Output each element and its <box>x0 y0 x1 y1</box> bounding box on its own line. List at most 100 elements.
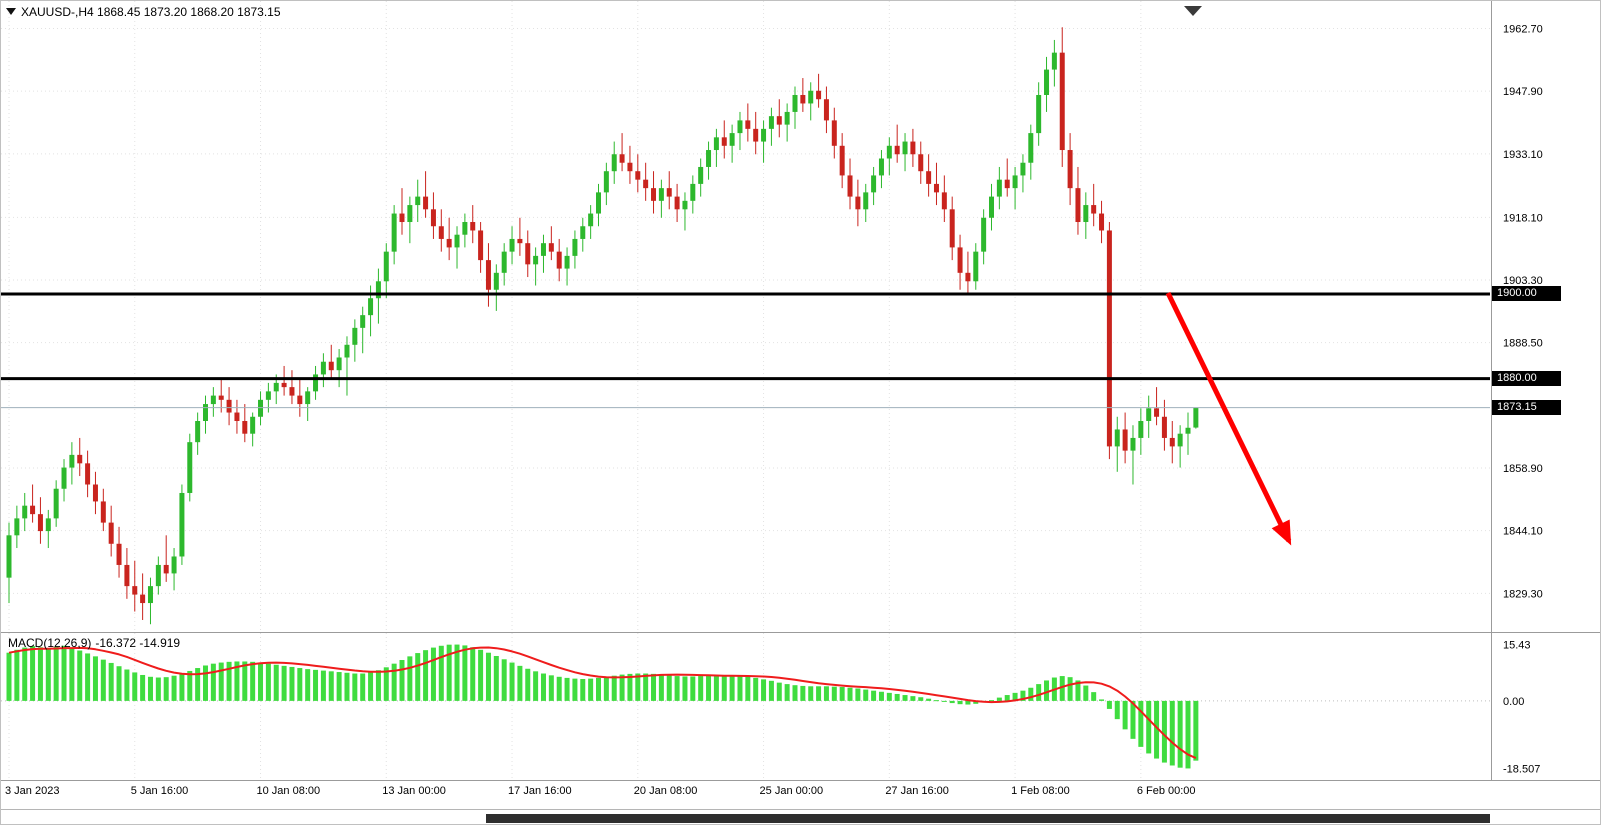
macd-histogram-bar <box>375 670 381 701</box>
hline-price-tag-1880[interactable]: 1880.00 <box>1492 371 1561 387</box>
macd-histogram-bar <box>871 690 877 701</box>
candle-body <box>894 145 900 155</box>
price-axis-label: 1829.30 <box>1503 588 1543 600</box>
candle-body <box>1169 437 1175 447</box>
candle-body <box>658 188 664 201</box>
macd-histogram-bar <box>768 680 774 701</box>
candle-body <box>313 374 319 392</box>
candle-body <box>548 243 554 252</box>
macd-histogram-bar <box>37 647 43 701</box>
macd-histogram-bar <box>77 650 83 701</box>
candle-wick <box>684 192 686 231</box>
macd-histogram-bar <box>1083 685 1089 701</box>
candle-body <box>446 238 452 248</box>
candle-body <box>352 327 358 345</box>
candle-body <box>462 222 468 235</box>
trend-arrow[interactable] <box>1165 291 1292 546</box>
macd-histogram-bar <box>611 675 617 701</box>
macd-histogram-bar <box>470 647 476 701</box>
macd-histogram-bar <box>800 685 806 701</box>
macd-indicator-name: MACD(12,26,9) <box>8 636 92 650</box>
macd-histogram-bar <box>242 661 248 701</box>
macd-histogram-bar <box>147 676 153 701</box>
macd-histogram-bar <box>1004 695 1010 701</box>
candle-body <box>1083 205 1089 223</box>
macd-histogram-bar <box>1138 700 1144 747</box>
macd-histogram-bar <box>116 666 122 701</box>
candle-body <box>336 357 342 371</box>
symbol-dropdown-icon[interactable] <box>6 8 16 15</box>
macd-histogram-bar <box>399 660 405 701</box>
candle-body <box>729 133 735 146</box>
macd-histogram-bar <box>643 673 649 701</box>
candle-body <box>847 175 853 197</box>
candle-body <box>588 213 594 227</box>
macd-histogram-bar <box>525 668 531 701</box>
macd-histogram-bar <box>651 673 657 701</box>
macd-histogram-bar <box>1067 677 1073 701</box>
macd-histogram-bar <box>753 677 759 701</box>
candle-body <box>996 179 1002 197</box>
macd-histogram-bar <box>603 676 609 701</box>
candle-body <box>1130 437 1136 451</box>
candle-body <box>737 120 743 134</box>
macd-histogram-bar <box>713 675 719 701</box>
symbol-ohlc-header: XAUUSD-,H4 1868.45 1873.20 1868.20 1873.… <box>6 4 281 19</box>
macd-histogram-bar <box>627 673 633 701</box>
chart-canvas[interactable]: 3 Jan 2023 5 Jan 16:00 10 Jan 08:00 13 Jan … <box>1 1 1601 809</box>
horizontal-scrollbar[interactable] <box>1 809 1600 824</box>
macd-histogram-bar <box>878 691 884 701</box>
candle-body <box>375 281 381 299</box>
candle-body <box>816 90 822 100</box>
candle-body <box>1146 408 1152 421</box>
candle-body <box>627 162 633 172</box>
candle-body <box>674 196 680 210</box>
macd-histogram-bar <box>30 646 36 701</box>
macd-histogram-bar <box>1185 700 1191 769</box>
candle-body <box>179 492 185 557</box>
candle-body <box>706 150 712 167</box>
macd-histogram-bar <box>430 647 436 701</box>
macd-histogram-bar <box>1193 700 1199 761</box>
price-axis-label: 1858.90 <box>1503 463 1543 475</box>
candle-body <box>698 166 704 184</box>
current-price-tag: 1873.15 <box>1492 400 1561 416</box>
macd-histogram-bar <box>250 661 256 701</box>
time-axis-label: 13 Jan 00:00 <box>382 785 446 797</box>
candle-body <box>910 141 916 155</box>
macd-histogram-bar <box>548 675 554 701</box>
candle-body <box>187 442 193 493</box>
macd-histogram-bar <box>289 666 295 701</box>
candle-body <box>281 382 287 388</box>
macd-histogram-bar <box>22 647 28 701</box>
macd-histogram-bar <box>635 673 641 701</box>
time-axis-label: 17 Jan 16:00 <box>508 785 572 797</box>
candle-wick <box>519 217 521 256</box>
candle-body <box>823 99 829 121</box>
macd-histogram-bar <box>1114 700 1120 720</box>
candle-body <box>1138 421 1144 438</box>
macd-histogram-bar <box>831 686 837 701</box>
hline-price-tag-1900[interactable]: 1900.00 <box>1492 286 1561 302</box>
macd-histogram-bar <box>478 649 484 701</box>
candle-body <box>478 230 484 261</box>
scrollbar-thumb[interactable] <box>486 814 1490 823</box>
macd-histogram-bar <box>910 696 916 701</box>
candle-body <box>831 120 837 146</box>
macd-histogram-bar <box>1099 699 1105 701</box>
candle-body <box>792 94 798 112</box>
macd-histogram-bar <box>1154 700 1160 759</box>
macd-histogram-bar <box>1020 690 1026 701</box>
macd-histogram-bar <box>1122 700 1128 730</box>
candle-body <box>391 213 397 252</box>
candle-body <box>918 154 924 172</box>
macd-histogram-bar <box>973 700 979 704</box>
macd-histogram-bar <box>894 693 900 701</box>
time-axis-label: 5 Jan 16:00 <box>131 785 189 797</box>
candle-wick <box>362 306 364 354</box>
candle-body <box>273 382 279 392</box>
candle-body <box>14 518 20 536</box>
chart-shift-marker-icon[interactable] <box>1184 6 1202 16</box>
candle-wick <box>425 171 427 218</box>
macd-histogram-bar <box>596 677 601 701</box>
